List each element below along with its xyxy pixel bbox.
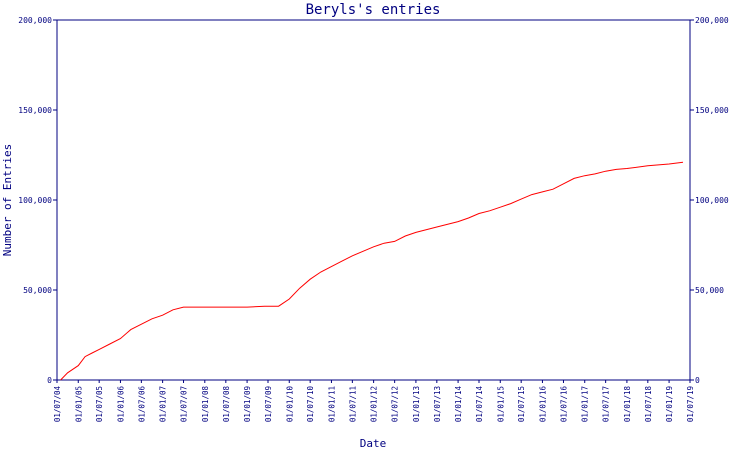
x-axis-label: Date [360,437,387,450]
y-axis-label: Number of Entries [1,144,14,257]
x-tick-label: 01/07/09 [264,386,273,422]
y-tick-left-label: 100,000 [18,196,52,205]
x-tick-label: 01/01/16 [538,386,547,423]
x-tick-label: 01/01/15 [496,386,505,422]
x-tick-label: 01/07/14 [475,386,484,423]
x-tick-label: 01/07/17 [602,386,611,422]
y-axis-right: 0 50,000 100,000 150,000 200,000 [690,16,729,385]
x-tick-label: 01/07/15 [517,386,526,422]
x-tick-label: 01/01/06 [116,386,125,423]
x-tick-label: 01/07/11 [348,386,357,422]
y-tick-right-label: 50,000 [695,286,724,295]
y-tick-right-label: 150,000 [695,106,729,115]
y-tick-right-label: 200,000 [695,16,729,25]
y-axis-left: 0 50,000 100,000 150,000 200,000 [18,16,57,385]
x-tick-label: 01/07/19 [686,386,695,422]
x-tick-label: 01/01/12 [370,386,379,422]
x-tick-label: 01/07/10 [306,386,315,423]
x-tick-label: 01/01/14 [454,386,463,423]
x-tick-label: 01/07/18 [644,386,653,423]
x-tick-label: 01/01/19 [665,386,674,422]
chart-title: Beryls's entries [306,2,441,18]
x-tick-label: 01/07/16 [559,386,568,423]
x-tick-label: 01/07/13 [433,386,442,422]
y-tick-left-label: 50,000 [23,286,52,295]
x-tick-label: 01/01/09 [243,386,252,422]
x-tick-label: 01/07/06 [137,386,146,423]
x-tick-label: 01/07/05 [95,386,104,422]
x-tick-label: 01/01/10 [285,386,294,423]
x-tick-label: 01/01/17 [581,386,590,422]
y-tick-left-label: 200,000 [18,16,52,25]
x-tick-label: 01/01/07 [159,386,168,422]
x-tick-label: 01/07/07 [180,386,189,422]
entries-series-line [60,161,684,381]
x-tick-label: 01/01/11 [327,386,336,422]
x-axis: 01/07/04 01/01/05 01/07/05 01/01/06 01/07/06… [53,380,695,422]
x-tick-label: 01/07/04 [53,386,62,423]
plot-frame [56,19,691,381]
x-tick-label: 01/07/08 [222,386,231,423]
y-tick-right-label: 0 [695,376,700,385]
y-tick-left-label: 150,000 [18,106,52,115]
x-tick-label: 01/01/08 [201,386,210,423]
x-tick-label: 01/01/05 [74,386,83,422]
y-tick-right-label: 100,000 [695,196,729,205]
x-tick-label: 01/01/18 [623,386,632,423]
x-tick-label: 01/07/12 [391,386,400,422]
y-tick-left-label: 0 [47,376,52,385]
x-tick-label: 01/01/13 [412,386,421,422]
